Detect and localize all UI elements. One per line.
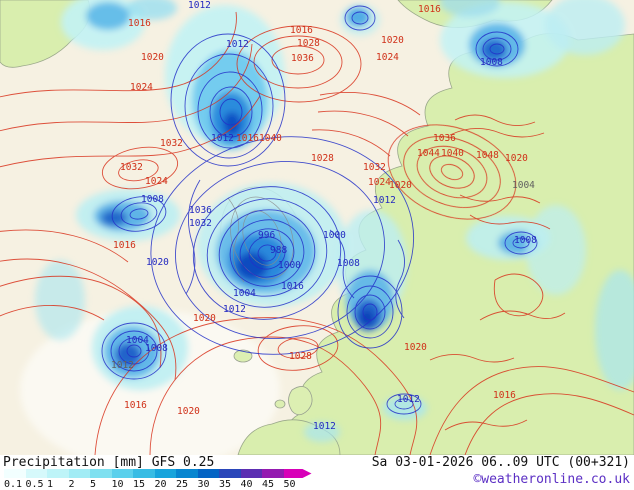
pressure-label: 1012 — [188, 0, 211, 11]
scale-segment — [111, 469, 133, 478]
pressure-label: 1036 — [189, 205, 212, 216]
pressure-label: 1024 — [145, 176, 168, 187]
gray-contour-layer — [227, 196, 294, 283]
pressure-label: 1000 — [323, 230, 346, 241]
pressure-label: 1020 — [505, 153, 528, 164]
scale-tick: 1 — [47, 479, 54, 490]
scale-arrow — [283, 469, 312, 478]
pressure-label: 1008 — [480, 57, 503, 68]
pressure-label: 1028 — [311, 153, 334, 164]
pressure-label: 1020 — [389, 180, 412, 191]
pressure-label: 1020 — [141, 52, 164, 63]
pressure-label: 1020 — [146, 257, 169, 268]
scale-segment — [133, 469, 155, 478]
pressure-label: 1016 — [113, 240, 136, 251]
copyright-link[interactable]: ©weatheronline.co.uk — [473, 472, 630, 487]
isobar-red-layer — [0, 11, 634, 455]
scale-tick: 20 — [154, 479, 167, 490]
scale-segment — [176, 469, 198, 478]
pressure-label: 1032 — [120, 162, 143, 173]
pressure-label: 1008 — [514, 235, 537, 246]
pressure-label: 1012 — [226, 39, 249, 50]
pressure-label: 1016 — [236, 133, 259, 144]
scale-tick: 50 — [283, 479, 296, 490]
pressure-label: 1004 — [233, 288, 256, 299]
scale-segment — [4, 469, 26, 478]
scale-tick: 40 — [240, 479, 253, 490]
pressure-label: 1012 — [313, 421, 336, 432]
scale-tick: 15 — [133, 479, 146, 490]
pressure-label: 1020 — [193, 313, 216, 324]
pressure-label: 996 — [258, 230, 275, 241]
pressure-label: 1008 — [337, 258, 360, 269]
pressure-label: 1012 — [111, 360, 134, 371]
pressure-label: 1012 — [223, 304, 246, 315]
legend-bar: Precipitation [mm] GFS 0.25 0.1 0.5 1 2 5 10 1… — [0, 455, 634, 490]
pressure-label: 1008 — [145, 343, 168, 354]
pressure-label: 1024 — [130, 82, 153, 93]
pressure-label: 1016 — [418, 4, 441, 15]
pressure-label: 1032 — [160, 138, 183, 149]
pressure-label: 1036 — [291, 53, 314, 64]
pressure-label: 1032 — [363, 162, 386, 173]
scale-segment — [154, 469, 176, 478]
scale-segment — [240, 469, 262, 478]
pressure-label: 1028 — [297, 38, 320, 49]
precip-color-scale — [4, 469, 312, 478]
pressure-label: 1016 — [128, 18, 151, 29]
scale-tick: 0.5 — [25, 479, 44, 490]
pressure-label: 1012 — [211, 133, 234, 144]
pressure-label: 1040 — [441, 148, 464, 159]
pressure-label: 1024 — [376, 52, 399, 63]
pressure-label: 1008 — [141, 194, 164, 205]
isobar-blue-layer — [101, 5, 538, 415]
pressure-label: 1012 — [397, 394, 420, 405]
legend-title: Precipitation [mm] GFS 0.25 — [3, 455, 215, 470]
scale-segment — [262, 469, 284, 478]
scale-tick: 30 — [197, 479, 210, 490]
scale-tick: 0.1 — [4, 479, 23, 490]
scale-segment — [25, 469, 47, 478]
scale-tick: 2 — [68, 479, 75, 490]
scale-tick: 5 — [90, 479, 97, 490]
weather-map: 1012 1016 1016 1016 1012 1028 1020 1036 1024 1020… — [0, 0, 634, 455]
scale-tick: 25 — [176, 479, 189, 490]
pressure-label: 1016 — [124, 400, 147, 411]
pressure-label: 1016 — [493, 390, 516, 401]
scale-segment — [197, 469, 219, 478]
pressure-label: 1020 — [381, 35, 404, 46]
forecast-datetime: Sa 03-01-2026 06..09 UTC (00+321) — [371, 455, 630, 470]
pressure-label: 1020 — [177, 406, 200, 417]
pressure-label: 1000 — [278, 260, 301, 271]
pressure-label: 1012 — [373, 195, 396, 206]
scale-segments — [4, 469, 284, 478]
scale-tick: 45 — [262, 479, 275, 490]
pressure-label: 1004 — [512, 180, 535, 191]
pressure-label: 1028 — [289, 351, 312, 362]
pressure-label: 1032 — [189, 218, 212, 229]
scale-tick: 10 — [111, 479, 124, 490]
pressure-label: 988 — [270, 245, 287, 256]
pressure-label: 1020 — [404, 342, 427, 353]
pressure-label: 1036 — [433, 133, 456, 144]
scale-ticks: 0.1 0.5 1 2 5 10 15 20 25 30 35 40 45 50 — [4, 479, 334, 490]
pressure-label: 1016 — [290, 25, 313, 36]
scale-segment — [219, 469, 241, 478]
pressure-label: 1004 — [126, 335, 149, 346]
pressure-label: 1016 — [281, 281, 304, 292]
scale-segment — [68, 469, 90, 478]
pressure-label: 1048 — [476, 150, 499, 161]
scale-segment — [90, 469, 112, 478]
scale-segment — [47, 469, 69, 478]
pressure-label: 1040 — [259, 133, 282, 144]
pressure-label: 1024 — [368, 177, 391, 188]
pressure-label: 1044 — [417, 148, 440, 159]
scale-tick: 35 — [219, 479, 232, 490]
